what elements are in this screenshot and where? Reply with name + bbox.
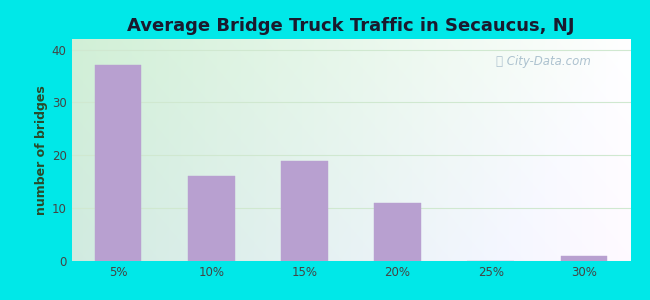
Bar: [560, 256, 607, 261]
Bar: [188, 176, 235, 261]
Bar: [95, 65, 142, 261]
Bar: [281, 160, 328, 261]
Title: Average Bridge Truck Traffic in Secaucus, NJ: Average Bridge Truck Traffic in Secaucus…: [127, 17, 575, 35]
Y-axis label: number of bridges: number of bridges: [34, 85, 47, 215]
Text: ⓘ City-Data.com: ⓘ City-Data.com: [497, 55, 592, 68]
Bar: [374, 203, 421, 261]
